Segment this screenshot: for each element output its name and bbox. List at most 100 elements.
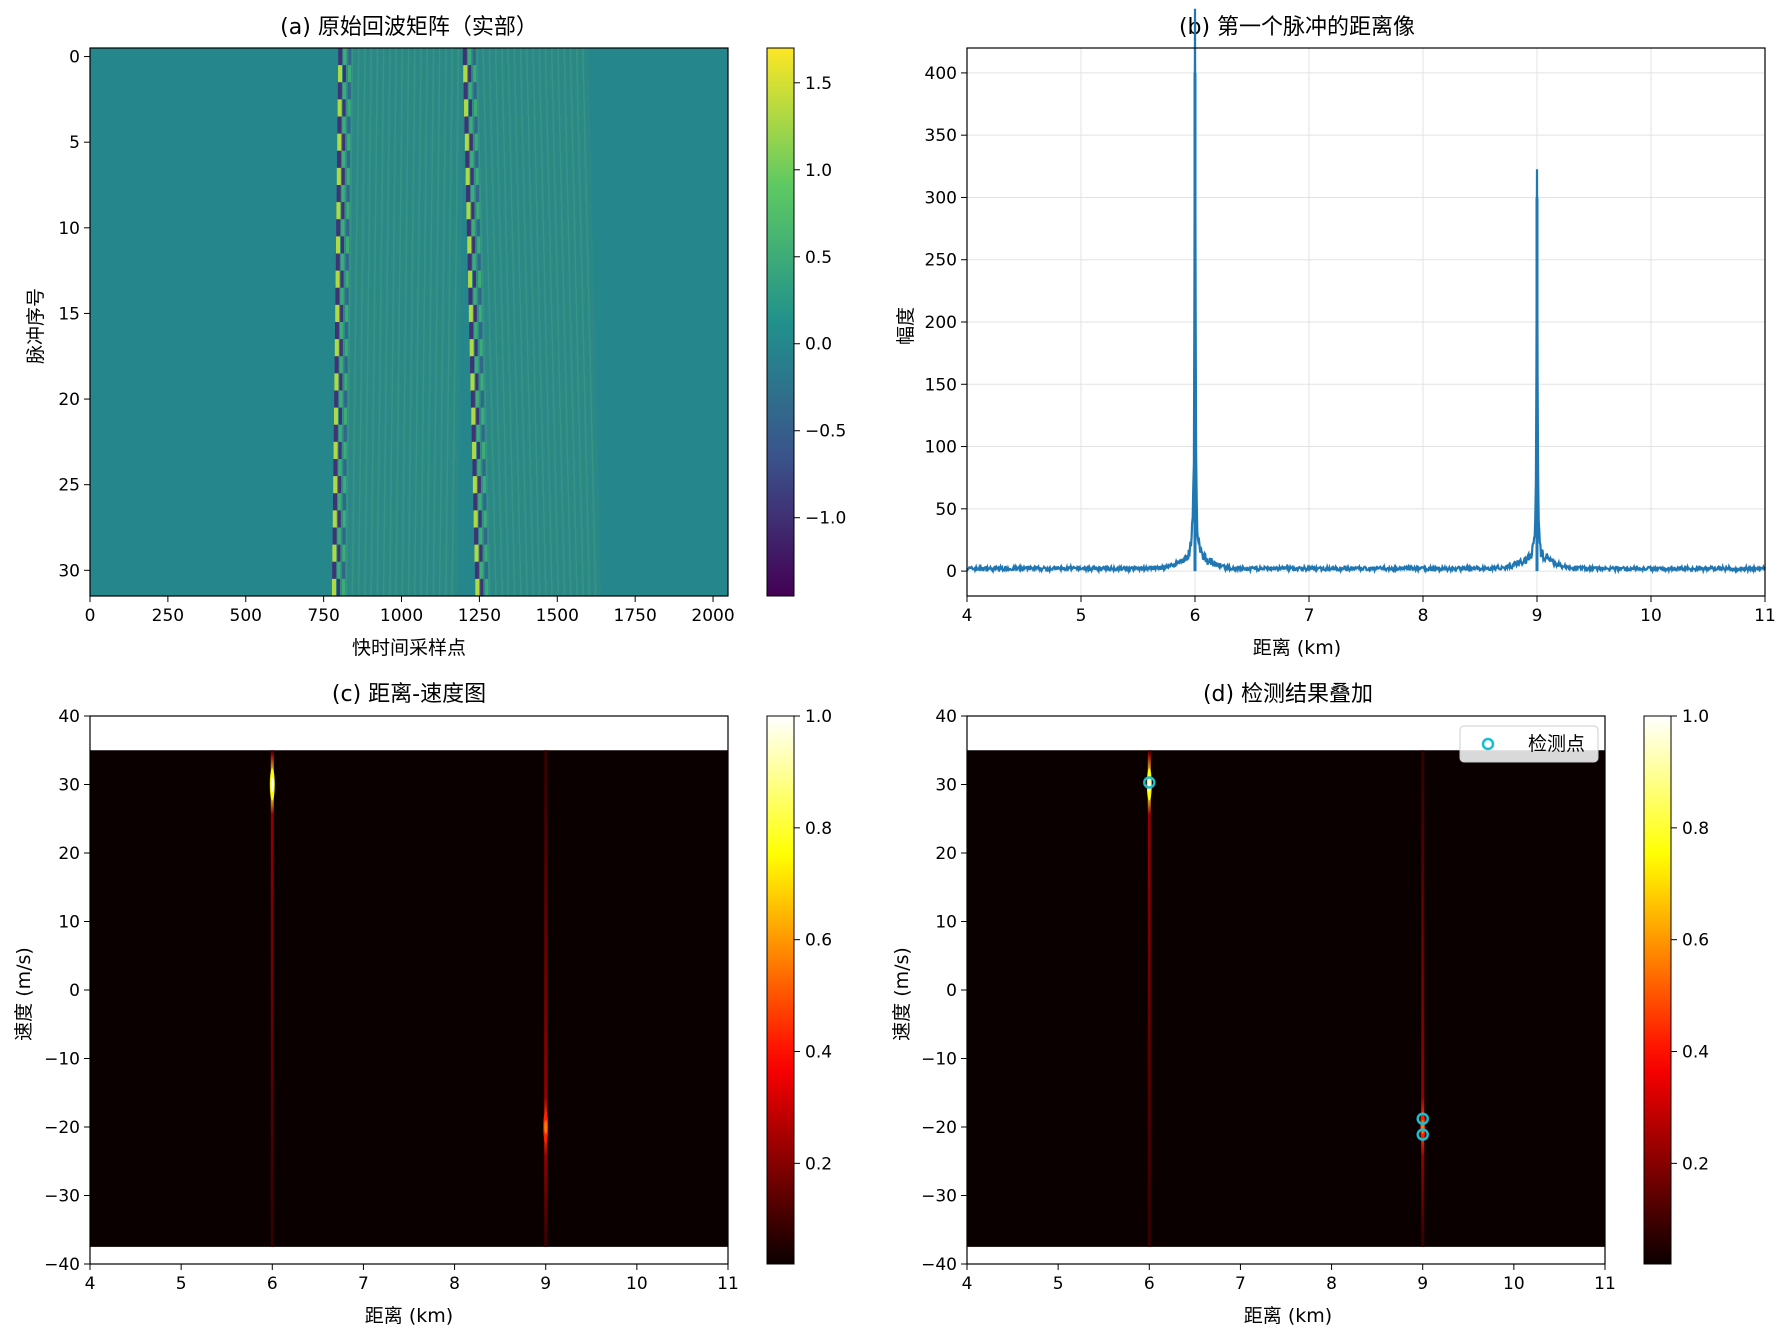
echo-stripe [365,424,368,443]
echo-stripe [534,270,537,289]
echo-stripe [448,561,451,580]
echo-stripe [522,407,524,426]
echo-stripe [375,99,378,117]
y-tick-label: 30 [58,561,80,581]
echo-stripe [557,202,560,220]
echo-stripe [405,202,408,220]
echo-stripe [548,202,551,220]
echo-stripe [397,167,399,186]
echo-stripe [512,253,514,272]
echo-stripe [572,167,575,186]
echo-stripe [454,561,457,580]
echo-stripe [391,116,393,135]
echo-stripe [408,270,410,289]
echo-stripe [396,476,399,494]
echo-stripe [406,185,408,203]
echo-edge [337,99,342,117]
legend-frame [1459,725,1599,763]
echo-stripe [476,339,479,357]
echo-stripe [349,476,352,494]
echo-band-body [476,578,601,597]
echo-stripe [361,236,364,254]
echo-stripe [372,356,375,374]
echo-stripe [516,167,519,186]
echo-band-body [334,407,460,426]
echo-stripe [515,527,518,546]
echo-stripe [356,133,359,152]
echo-stripe [445,527,448,546]
echo-stripe [591,561,593,580]
echo-edge [470,373,475,391]
echo-stripe [385,373,387,391]
echo-stripe [469,150,471,169]
echo-stripe [445,544,448,563]
echo-stripe [541,167,544,186]
echo-stripe [510,304,512,323]
echo-band-body [474,510,600,528]
echo-stripe [395,270,398,289]
echo-stripe [586,116,589,135]
echo-stripe [387,459,389,477]
echo-stripe [555,510,558,528]
echo-stripe [561,236,564,254]
echo-stripe [488,167,491,186]
echo-stripe [414,270,417,289]
echo-stripe [393,459,396,477]
echo-band-body [337,202,463,220]
echo-stripe [506,133,508,152]
echo-stripe [589,236,592,254]
echo-stripe [502,99,505,117]
echo-stripe [354,82,356,100]
echo-edge [471,185,475,203]
echo-edge [464,116,469,135]
echo-band-body [338,82,464,100]
echo-edge [332,510,337,528]
echo-stripe [571,253,574,272]
echo-stripe [372,150,374,169]
echo-stripe [569,150,571,169]
echo-stripe [572,561,575,580]
echo-stripe [546,527,549,546]
echo-stripe [473,339,476,357]
echo-stripe [425,116,428,135]
echo-stripe [518,270,521,289]
echo-stripe [388,356,391,374]
echo-stripe [345,48,348,66]
echo-stripe [539,493,542,511]
echo-stripe [350,441,352,460]
echo-stripe [522,304,525,323]
echo-stripe [510,185,513,203]
echo-stripe [418,476,420,494]
echo-band-body [469,270,594,289]
echo-stripe [414,236,417,254]
echo-stripe [353,185,355,203]
echo-stripe [558,219,560,237]
echo-stripe [581,287,584,306]
detection-marker [1143,776,1156,789]
echo-stripe [424,493,426,511]
echo-stripe [583,373,586,391]
echo-stripe [594,441,597,460]
echo-stripe [547,407,549,426]
echo-stripe [440,150,443,169]
echo-stripe [442,270,445,289]
echo-stripe [412,476,414,494]
echo-stripe [484,407,487,426]
echo-stripe [581,133,583,152]
echo-stripe [500,424,503,443]
echo-stripe [390,185,393,203]
echo-stripe [586,82,588,100]
echo-stripe [528,424,531,443]
echo-stripe [450,407,452,426]
echo-stripe [353,441,355,460]
echo-stripe [343,219,346,237]
echo-stripe [504,185,507,203]
echo-stripe [392,287,395,306]
echo-stripe [471,253,474,272]
echo-stripe [486,339,488,357]
echo-stripe [429,48,432,66]
echo-stripe [537,544,540,563]
echo-edge [346,219,350,237]
echo-band-body [473,441,598,460]
echo-stripe [440,441,443,460]
